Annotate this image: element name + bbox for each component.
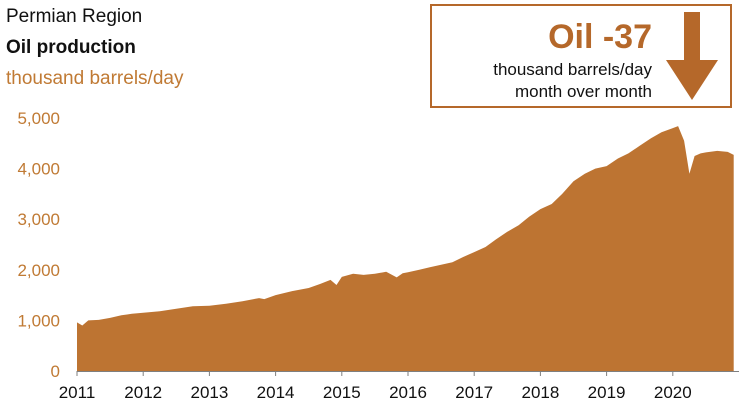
chart-title: Oil production <box>6 37 136 58</box>
y-axis-unit-label: thousand barrels/day <box>6 68 184 89</box>
chart-subtitle: Permian Region <box>6 6 143 27</box>
x-tick-label: 2020 <box>654 383 692 402</box>
x-tick-labels: 2011 2012 2013 2014 2015 2016 2017 2018 2019 2020 <box>59 371 692 402</box>
y-tick-label: 3,000 <box>17 210 60 229</box>
area-layer <box>77 126 734 371</box>
x-tick-label: 2017 <box>455 383 493 402</box>
x-tick-label: 2013 <box>190 383 228 402</box>
y-tick-label: 2,000 <box>17 261 60 280</box>
down-arrow-icon <box>666 12 718 100</box>
x-tick-label: 2015 <box>323 383 361 402</box>
callout-value: Oil -37 <box>548 18 652 56</box>
change-callout: Oil -37 thousand barrels/day month over … <box>430 4 732 108</box>
x-tick-label: 2014 <box>257 383 295 402</box>
x-tick-label: 2016 <box>389 383 427 402</box>
y-tick-label: 1,000 <box>17 311 60 330</box>
y-tick-labels: 0 1,000 2,000 3,000 4,000 5,000 <box>17 109 60 381</box>
y-tick-label: 5,000 <box>17 109 60 128</box>
x-tick-label: 2019 <box>588 383 626 402</box>
x-tick-label: 2018 <box>521 383 559 402</box>
y-tick-label: 0 <box>51 362 60 381</box>
x-tick-label: 2011 <box>59 383 96 402</box>
x-tick-label: 2012 <box>124 383 162 402</box>
production-area <box>77 126 734 371</box>
callout-period: month over month <box>514 82 652 101</box>
callout-unit: thousand barrels/day <box>493 60 652 79</box>
y-tick-label: 4,000 <box>17 160 60 179</box>
